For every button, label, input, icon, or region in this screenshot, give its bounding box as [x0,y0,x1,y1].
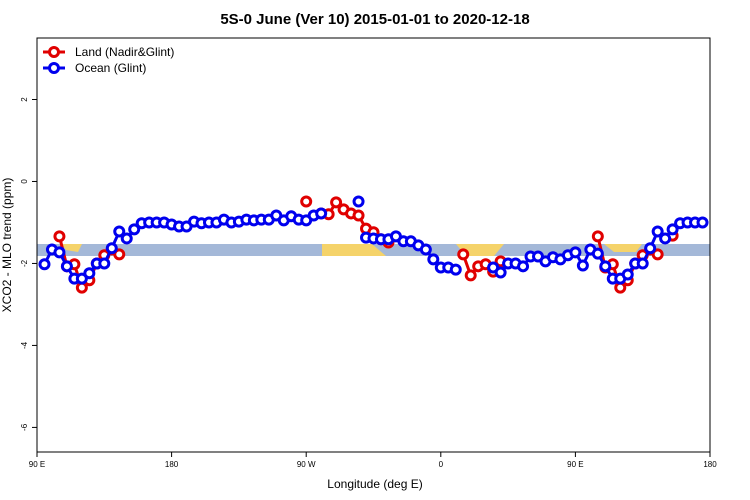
legend-label: Land (Nadir&Glint) [75,45,174,59]
data-point [591,230,604,243]
data-point [427,253,440,266]
x-axis-label: Longitude (deg E) [327,477,422,491]
x-tick-label: 90 E [567,460,583,469]
map-band [37,244,710,256]
data-point [352,209,365,222]
data-point [128,223,141,236]
land-patch [604,244,642,252]
x-tick-label: 90 W [297,460,316,469]
data-point [464,269,477,282]
y-tick-label: -2 [20,259,29,267]
y-tick-label: -4 [20,341,29,349]
plot-frame [36,37,711,453]
chart-title: 5S-0 June (Ver 10) 2015-01-01 to 2020-12… [220,11,529,28]
data-point [300,195,313,208]
data-point [98,257,111,270]
data-point [419,243,432,256]
data-point [457,248,470,261]
data-point [75,272,88,285]
legend-marker [48,62,60,74]
data-point [666,223,679,236]
data-point [120,232,133,245]
data-point [113,225,126,238]
data-point [651,248,664,261]
x-tick-label: 90 E [29,460,45,469]
x-tick-label: 180 [703,460,717,469]
y-tick-label: 0 [20,179,29,184]
data-point [636,257,649,270]
data-point [599,260,612,273]
data-point [60,260,73,273]
legend-label: Ocean (Glint) [75,61,146,75]
data-point [105,242,118,255]
data-point [591,247,604,260]
y-tick-label: -6 [20,423,29,431]
data-point [330,196,343,209]
y-axis-label: XCO2 - MLO trend (ppm) [0,178,14,313]
data-point [315,207,328,220]
legend-marker [48,46,60,58]
data-point [83,267,96,280]
y-tick-label: 2 [20,97,29,102]
data-point [621,268,634,281]
data-point [517,260,530,273]
land-patch [62,244,82,252]
data-point [53,230,66,243]
data-point [659,232,672,245]
land-patch [322,244,386,256]
data-point [352,195,365,208]
data-point [494,266,507,279]
data-point [696,216,709,229]
data-point [651,225,664,238]
data-point [449,263,462,276]
data-point [576,259,589,272]
x-tick-label: 180 [165,460,179,469]
data-point [53,246,66,259]
x-tick-label: 0 [439,460,444,469]
data-point [644,242,657,255]
data-point [113,248,126,261]
data-point [569,246,582,259]
data-point [38,258,51,271]
